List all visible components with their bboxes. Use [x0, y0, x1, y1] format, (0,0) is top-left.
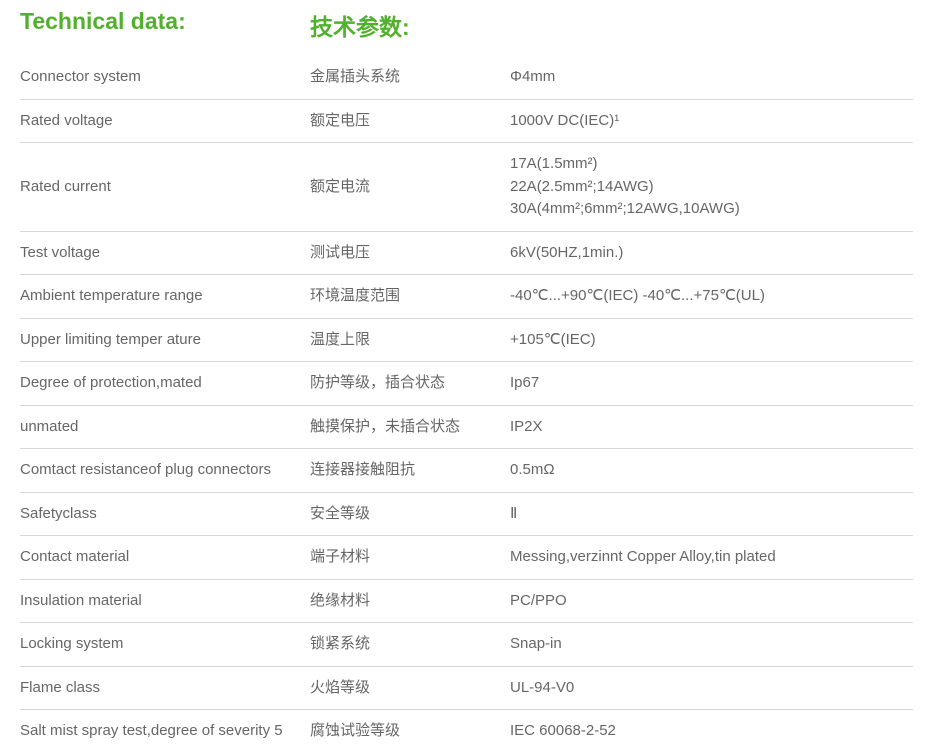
- table-row: Salt mist spray test,degree of severity …: [20, 710, 913, 753]
- spec-value: 6kV(50HZ,1min.): [510, 231, 913, 275]
- spec-label-en: Upper limiting temper ature: [20, 318, 310, 362]
- table-row: Test voltage测试电压6kV(50HZ,1min.): [20, 231, 913, 275]
- table-row: Upper limiting temper ature温度上限+105℃(IEC…: [20, 318, 913, 362]
- spec-label-cn: 测试电压: [310, 231, 510, 275]
- header-row: Technical data: 技术参数:: [20, 8, 913, 42]
- spec-value: -40℃...+90℃(IEC) -40℃...+75℃(UL): [510, 275, 913, 319]
- table-row: Connector system金属插头系统Φ4mm: [20, 56, 913, 99]
- spec-value: Φ4mm: [510, 56, 913, 99]
- header-title-cn: 技术参数:: [310, 8, 510, 42]
- spec-label-en: Rated current: [20, 143, 310, 232]
- spec-label-cn: 温度上限: [310, 318, 510, 362]
- spec-label-en: Comtact resistanceof plug connectors: [20, 449, 310, 493]
- table-row: Comtact resistanceof plug connectors连接器接…: [20, 449, 913, 493]
- table-row: unmated触摸保护，未插合状态IP2X: [20, 405, 913, 449]
- spec-label-en: Degree of protection,mated: [20, 362, 310, 406]
- table-row: Degree of protection,mated防护等级，插合状态Ip67: [20, 362, 913, 406]
- spec-value: 1000V DC(IEC)¹: [510, 99, 913, 143]
- table-row: Locking system锁紧系统Snap-in: [20, 623, 913, 667]
- spec-label-en: Salt mist spray test,degree of severity …: [20, 710, 310, 753]
- table-row: Safetyclass安全等级Ⅱ: [20, 492, 913, 536]
- spec-label-cn: 防护等级，插合状态: [310, 362, 510, 406]
- spec-label-cn: 触摸保护，未插合状态: [310, 405, 510, 449]
- spec-label-cn: 火焰等级: [310, 666, 510, 710]
- spec-label-en: Contact material: [20, 536, 310, 580]
- spec-label-en: Rated voltage: [20, 99, 310, 143]
- spec-value: UL-94-V0: [510, 666, 913, 710]
- spec-value: Ip67: [510, 362, 913, 406]
- table-row: Insulation material绝缘材料PC/PPO: [20, 579, 913, 623]
- spec-label-en: Locking system: [20, 623, 310, 667]
- table-row: Rated voltage额定电压1000V DC(IEC)¹: [20, 99, 913, 143]
- spec-label-cn: 安全等级: [310, 492, 510, 536]
- spec-label-cn: 端子材料: [310, 536, 510, 580]
- spec-value: Ⅱ: [510, 492, 913, 536]
- spec-label-cn: 锁紧系统: [310, 623, 510, 667]
- table-row: Ambient temperature range环境温度范围-40℃...+9…: [20, 275, 913, 319]
- spec-label-cn: 额定电压: [310, 99, 510, 143]
- spec-label-en: Safetyclass: [20, 492, 310, 536]
- spec-table: Connector system金属插头系统Φ4mmRated voltage额…: [20, 56, 913, 753]
- spec-label-en: Flame class: [20, 666, 310, 710]
- spec-label-cn: 金属插头系统: [310, 56, 510, 99]
- table-row: Contact material端子材料Messing,verzinnt Cop…: [20, 536, 913, 580]
- table-row: Rated current额定电流17A(1.5mm²) 22A(2.5mm²;…: [20, 143, 913, 232]
- spec-value: Snap-in: [510, 623, 913, 667]
- spec-value: IEC 60068-2-52: [510, 710, 913, 753]
- spec-label-en: unmated: [20, 405, 310, 449]
- spec-value: 17A(1.5mm²) 22A(2.5mm²;14AWG) 30A(4mm²;6…: [510, 143, 913, 232]
- spec-value: Messing,verzinnt Copper Alloy,tin plated: [510, 536, 913, 580]
- spec-label-cn: 环境温度范围: [310, 275, 510, 319]
- spec-label-cn: 腐蚀试验等级: [310, 710, 510, 753]
- spec-value: 0.5mΩ: [510, 449, 913, 493]
- spec-value: +105℃(IEC): [510, 318, 913, 362]
- spec-label-en: Ambient temperature range: [20, 275, 310, 319]
- spec-label-cn: 连接器接触阻抗: [310, 449, 510, 493]
- header-title-en: Technical data:: [20, 8, 310, 42]
- spec-label-en: Connector system: [20, 56, 310, 99]
- table-row: Flame class火焰等级UL-94-V0: [20, 666, 913, 710]
- spec-value: PC/PPO: [510, 579, 913, 623]
- spec-value: IP2X: [510, 405, 913, 449]
- spec-label-en: Test voltage: [20, 231, 310, 275]
- spec-label-cn: 绝缘材料: [310, 579, 510, 623]
- spec-label-en: Insulation material: [20, 579, 310, 623]
- spec-label-cn: 额定电流: [310, 143, 510, 232]
